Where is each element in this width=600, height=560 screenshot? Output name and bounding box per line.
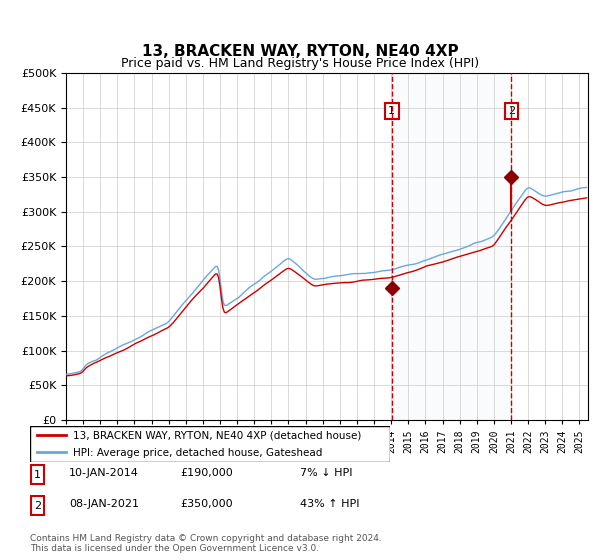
Text: 08-JAN-2021: 08-JAN-2021 xyxy=(69,499,139,509)
FancyBboxPatch shape xyxy=(31,496,44,515)
Text: 43% ↑ HPI: 43% ↑ HPI xyxy=(300,499,359,509)
Text: 1: 1 xyxy=(34,470,41,480)
Text: 13, BRACKEN WAY, RYTON, NE40 4XP: 13, BRACKEN WAY, RYTON, NE40 4XP xyxy=(142,44,458,59)
Text: 1: 1 xyxy=(388,106,395,116)
FancyBboxPatch shape xyxy=(30,426,390,462)
Text: £190,000: £190,000 xyxy=(180,468,233,478)
Text: 2: 2 xyxy=(34,501,41,511)
Text: £350,000: £350,000 xyxy=(180,499,233,509)
FancyBboxPatch shape xyxy=(31,465,44,484)
Text: Price paid vs. HM Land Registry's House Price Index (HPI): Price paid vs. HM Land Registry's House … xyxy=(121,57,479,70)
Bar xyxy=(392,73,511,420)
Text: 2: 2 xyxy=(508,106,515,116)
Text: Contains HM Land Registry data © Crown copyright and database right 2024.
This d: Contains HM Land Registry data © Crown c… xyxy=(30,534,382,553)
Text: 13, BRACKEN WAY, RYTON, NE40 4XP (detached house): 13, BRACKEN WAY, RYTON, NE40 4XP (detach… xyxy=(73,431,362,440)
Text: HPI: Average price, detached house, Gateshead: HPI: Average price, detached house, Gate… xyxy=(73,447,323,458)
Text: 7% ↓ HPI: 7% ↓ HPI xyxy=(300,468,353,478)
Text: 10-JAN-2014: 10-JAN-2014 xyxy=(69,468,139,478)
